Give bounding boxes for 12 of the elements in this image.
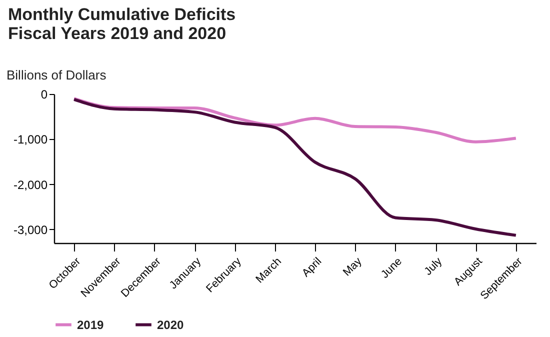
y-tick-label: -1,000: [13, 132, 48, 147]
y-tick-label: 0: [40, 88, 48, 102]
y-axis-title: Billions of Dollars: [6, 68, 107, 82]
legend-label: 2019: [77, 318, 104, 332]
x-tick-label: May: [341, 255, 365, 279]
y-tick-label: -2,000: [13, 178, 48, 192]
line-series: [72, 98, 518, 237]
legend-label: 2020: [157, 318, 184, 332]
chart-title: Monthly Cumulative Deficits: [8, 5, 236, 24]
chart-subtitle: Fiscal Years 2019 and 2020: [8, 24, 226, 43]
x-tick-label: July: [422, 255, 445, 278]
y-tick-label: -3,000: [13, 222, 48, 237]
